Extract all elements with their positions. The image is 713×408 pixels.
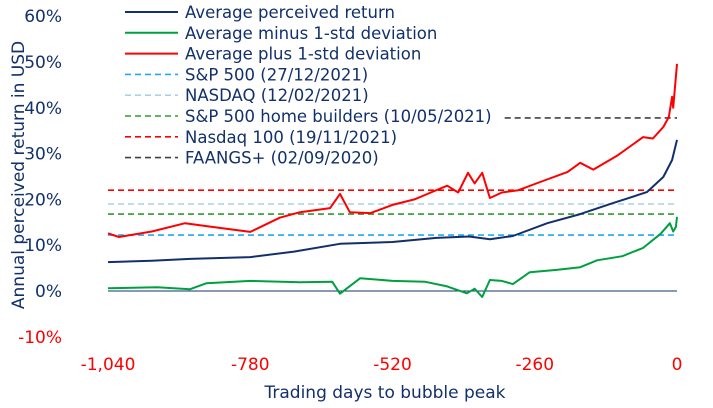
y-axis-label: Annual perceived return in USD (9, 41, 29, 309)
y-tick-label: -10% (18, 328, 62, 348)
x-tick-label: -520 (373, 355, 412, 375)
x-tick-label: -780 (231, 355, 270, 375)
legend-item: Average perceived return (125, 3, 395, 22)
legend-label: S&P 500 (27/12/2021) (185, 65, 368, 84)
legend-item: Average plus 1-std deviation (125, 45, 421, 64)
y-tick-label: 50% (24, 53, 62, 73)
x-tick-label: -260 (515, 355, 554, 375)
series-line-0 (107, 139, 678, 264)
legend-item: Average minus 1-std deviation (125, 24, 437, 43)
legend-label: Nasdaq 100 (19/11/2021) (185, 128, 397, 147)
legend-label: Average perceived return (185, 3, 395, 22)
legend-label: Average plus 1-std deviation (185, 45, 421, 64)
y-tick-label: 30% (24, 145, 62, 165)
legend-item: S&P 500 (27/12/2021) (125, 65, 368, 84)
legend-label: NASDAQ (12/02/2021) (185, 86, 369, 105)
legend-item: Nasdaq 100 (19/11/2021) (125, 128, 397, 147)
legend-item: NASDAQ (12/02/2021) (125, 86, 369, 105)
x-axis-label: Trading days to bubble peak (263, 383, 505, 403)
legend-label: Average minus 1-std deviation (185, 24, 437, 43)
y-tick-label: 0% (35, 282, 62, 302)
x-tick-label: -1,040 (81, 355, 136, 375)
legend-label: FAANGS+ (02/09/2020) (185, 149, 379, 168)
series-line-1 (107, 216, 678, 298)
y-tick-label: 40% (24, 99, 62, 119)
x-tick-label: 0 (672, 355, 683, 375)
legend-item: S&P 500 home builders (10/05/2021) (125, 107, 492, 126)
y-tick-label: 60% (24, 7, 62, 27)
y-tick-label: 20% (24, 190, 62, 210)
legend-label: S&P 500 home builders (10/05/2021) (185, 107, 492, 126)
series-line-2 (107, 63, 678, 238)
y-tick-label: 10% (24, 236, 62, 256)
legend-item: FAANGS+ (02/09/2020) (125, 149, 379, 168)
